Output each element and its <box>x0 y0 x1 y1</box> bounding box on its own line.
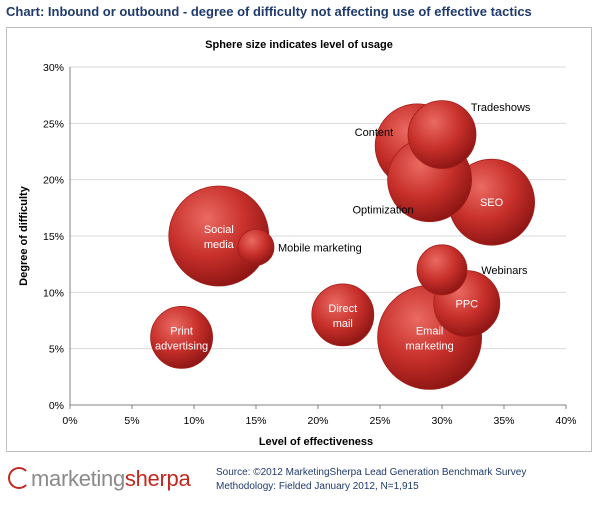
bubble-label-print-advertising: Print advertising <box>155 325 208 352</box>
x-tick-label: 10% <box>183 415 204 427</box>
bubble-label-social-media: Social media <box>204 224 235 251</box>
x-tick-label: 25% <box>369 415 390 427</box>
bubble-label-webinars: Webinars <box>481 265 528 277</box>
bubble-print-advertising <box>150 305 214 369</box>
bubble-labels: Print advertising Social media Mobile market… <box>155 102 531 353</box>
bubble-label-seo: SEO <box>480 197 504 209</box>
methodology-line: Methodology: Fielded January 2012, N=1,9… <box>216 481 419 492</box>
bubble-mobile-marketing <box>237 228 275 266</box>
y-tick-label: 20% <box>43 175 64 187</box>
y-tick-label: 25% <box>43 118 64 130</box>
x-tick-label: 30% <box>431 415 452 427</box>
axes: 0% 5% 10% 15% 20% 25% 30% 0% 5% 10% 15% 20% 25% 30% 35… <box>43 62 577 427</box>
bubble-chart: 0% 5% 10% 15% 20% 25% 30% 0% 5% 10% 15% 20% 25% 30% 35… <box>18 62 577 448</box>
bubble-webinars <box>416 244 468 296</box>
x-tick-label: 20% <box>307 415 328 427</box>
chart-frame <box>6 27 592 452</box>
bubble-label-ppc: PPC <box>455 299 478 311</box>
logo-text-marketing: marketing <box>31 466 125 491</box>
marketingsherpa-logo: marketingsherpa <box>8 466 191 492</box>
logo-text-sherpa: sherpa <box>124 466 191 491</box>
x-tick-label: 35% <box>493 415 514 427</box>
bubble-label-mobile-marketing: Mobile marketing <box>278 242 362 254</box>
bubbles <box>150 100 536 390</box>
y-tick-label: 10% <box>43 287 64 299</box>
bubble-tradeshows <box>407 100 477 170</box>
page-title: Chart: Inbound or outbound - degree of d… <box>6 4 532 19</box>
bubble-label-content: Content <box>355 127 394 139</box>
y-tick-label: 5% <box>49 344 64 356</box>
chart-subtitle: Sphere size indicates level of usage <box>205 39 393 51</box>
bubble-label-email-marketing: Email marketing <box>405 325 453 352</box>
y-tick-label: 0% <box>49 400 64 412</box>
source-line: Source: ©2012 MarketingSherpa Lead Gener… <box>216 467 527 478</box>
y-tick-label: 30% <box>43 62 64 74</box>
x-tick-label: 0% <box>62 415 77 427</box>
y-axis-title: Degree of difficulty <box>18 185 30 286</box>
x-tick-label: 40% <box>555 415 576 427</box>
y-tick-label: 15% <box>43 231 64 243</box>
x-tick-label: 5% <box>124 415 139 427</box>
bubble-direct-mail <box>311 283 375 347</box>
bubble-label-direct-mail: Direct mail <box>328 303 357 330</box>
x-tick-label: 15% <box>245 415 266 427</box>
x-axis-title: Level of effectiveness <box>259 436 373 448</box>
logo-swirl-icon <box>8 467 30 489</box>
footer: marketingsherpa Source: ©2012 MarketingS… <box>0 458 598 526</box>
bubble-label-optimization: Optimization <box>352 205 413 217</box>
bubble-label-tradeshows: Tradeshows <box>471 102 531 114</box>
source-note: Source: ©2012 MarketingSherpa Lead Gener… <box>216 466 526 494</box>
